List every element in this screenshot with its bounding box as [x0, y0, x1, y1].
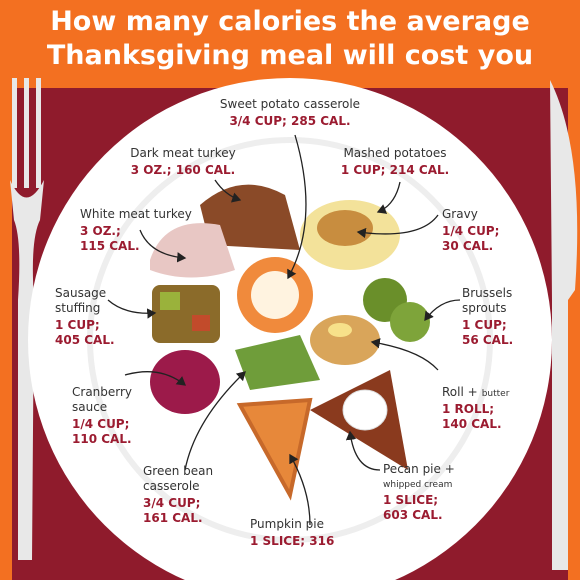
item-detail: 1/4 CUP;: [442, 224, 499, 238]
item-name: stuffing: [55, 301, 100, 315]
item-detail: 405 CAL.: [55, 333, 115, 347]
foods: [150, 184, 430, 501]
arrows: [107, 134, 461, 526]
item-detail: 1 CUP;: [462, 318, 507, 332]
item-detail: 603 CAL.: [383, 508, 443, 522]
item-detail: 1 ROLL;: [442, 402, 494, 416]
item-detail: 3/4 CUP; 285 CAL.: [229, 114, 350, 128]
item-name: sprouts: [462, 301, 506, 315]
item-detail: 110 CAL.: [72, 432, 132, 446]
item-detail: 3/4 CUP;: [143, 496, 200, 510]
item-detail: 115 CAL.: [80, 239, 140, 253]
item-detail: 30 CAL.: [442, 239, 493, 253]
item-name: sauce: [72, 400, 107, 414]
item-name: Gravy: [442, 207, 478, 221]
item-detail: 1 CUP;: [55, 318, 100, 332]
plate-rim: [87, 137, 493, 543]
item-detail: 3 OZ.;: [80, 224, 121, 238]
fork: [10, 78, 44, 560]
item-detail: 3 OZ.; 160 CAL.: [131, 163, 236, 177]
item-name: Brussels: [462, 286, 512, 300]
item-note: butter: [482, 389, 510, 399]
item-name: Sausage: [55, 286, 106, 300]
item-detail: 56 CAL.: [462, 333, 513, 347]
title-line: Thanksgiving meal will cost you: [47, 40, 533, 71]
item-name: casserole: [143, 479, 200, 493]
item-name: Green bean: [143, 464, 213, 478]
item-name: White meat turkey: [80, 207, 192, 221]
item-detail: 140 CAL.: [442, 417, 502, 431]
knife: [550, 80, 578, 570]
item-detail: 1 SLICE;: [383, 493, 438, 507]
item-note: whipped cream: [383, 480, 452, 490]
item-detail: 161 CAL.: [143, 511, 203, 525]
item-name: Pumpkin pie: [250, 517, 324, 531]
item-detail: 1 SLICE; 316: [250, 534, 334, 548]
item-name: Cranberry: [72, 385, 132, 399]
item-name: Dark meat turkey: [130, 146, 236, 160]
item-name: Mashed potatoes: [343, 146, 446, 160]
item-name: Roll + butter: [442, 385, 510, 399]
title-line: How many calories the average: [50, 6, 530, 37]
item-detail: 1 CUP; 214 CAL.: [341, 163, 449, 177]
item-name: Pecan pie +: [383, 462, 455, 476]
item-name: Sweet potato casserole: [220, 97, 360, 111]
item-detail: 1/4 CUP;: [72, 417, 129, 431]
